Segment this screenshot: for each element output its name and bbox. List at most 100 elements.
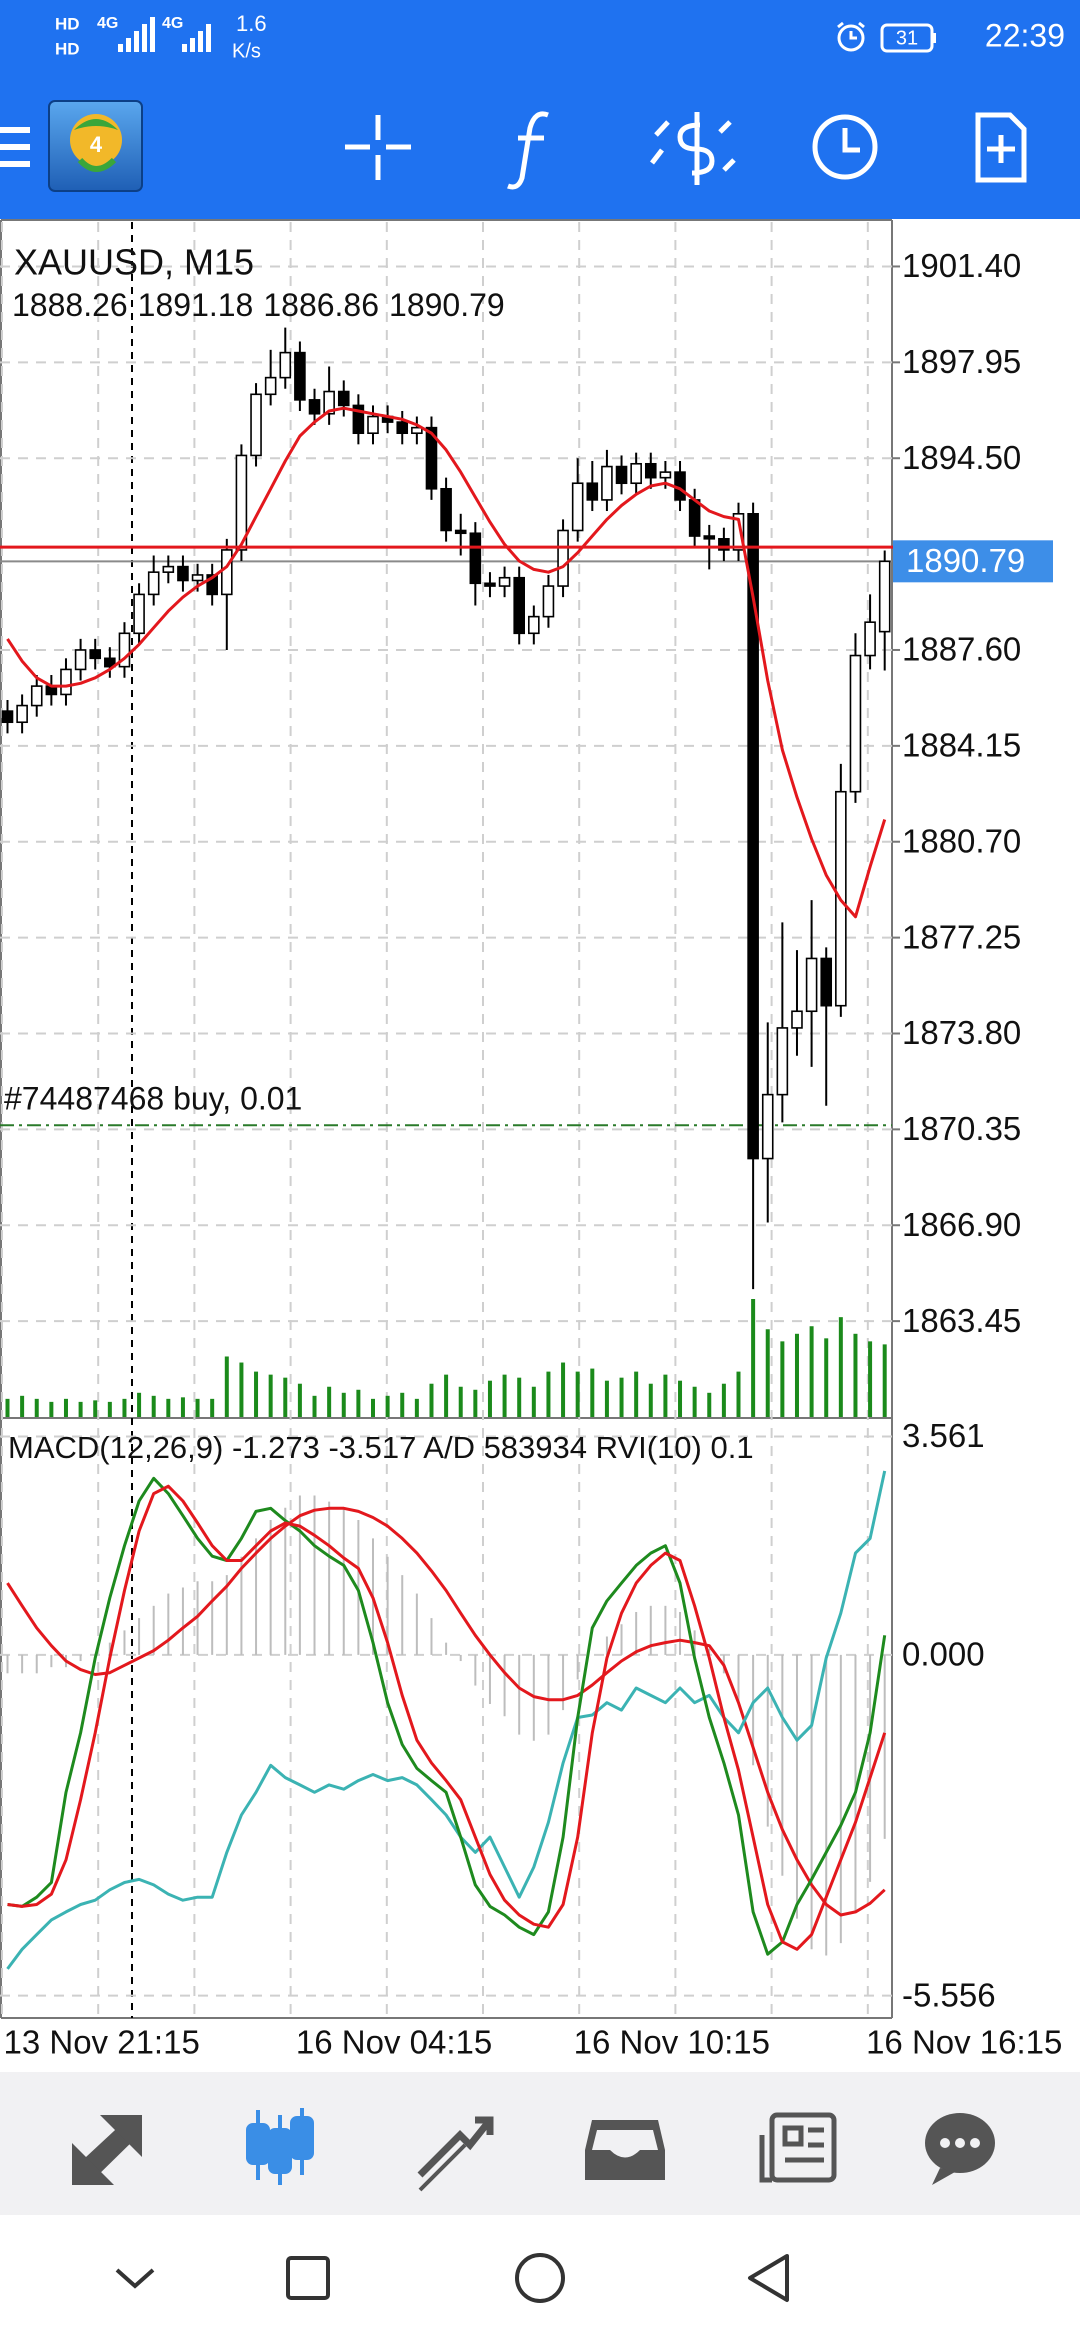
- chat-tab[interactable]: [925, 2113, 995, 2185]
- volume-bar: [283, 1377, 288, 1417]
- volume-bar: [868, 1341, 873, 1417]
- indicator-tick-label: 3.561: [902, 1417, 985, 1454]
- app-header: [0, 0, 1080, 219]
- y-tick-label: 1901.40: [902, 247, 1021, 284]
- volume-bar: [224, 1356, 229, 1417]
- history-tab[interactable]: [585, 2120, 665, 2180]
- candle-body: [571, 482, 584, 532]
- candle-body: [147, 571, 160, 596]
- candle-body: [601, 465, 613, 501]
- trade-tab[interactable]: [417, 2116, 494, 2192]
- volume-bar: [254, 1371, 259, 1417]
- volume-bar: [678, 1380, 683, 1417]
- volume-bar: [341, 1392, 346, 1417]
- hide-keyboard-button[interactable]: [115, 2268, 155, 2289]
- system-nav: [0, 2215, 1080, 2340]
- crosshair-button[interactable]: [345, 115, 411, 180]
- x-tick-label: 16 Nov 16:15: [866, 2024, 1062, 2061]
- menu-button[interactable]: [0, 127, 30, 167]
- alarm-icon: [837, 21, 865, 52]
- volume-bar: [707, 1392, 712, 1417]
- axes: 1901.40 1897.95 1894.50 1887.60 1884.15 1880.…: [0, 247, 1062, 2061]
- candle-body: [864, 621, 876, 657]
- indicator-line: [7, 1484, 887, 1951]
- candle-body: [177, 565, 189, 582]
- candle-body: [206, 574, 218, 596]
- volume-bar: [458, 1386, 463, 1417]
- candle-body: [747, 513, 759, 1160]
- objects-button[interactable]: [650, 112, 736, 185]
- volume-bar: [736, 1371, 741, 1417]
- candle-body: [498, 576, 511, 587]
- volume-bar: [721, 1383, 726, 1417]
- news-tab[interactable]: [759, 2112, 837, 2183]
- y-tick-label: 1897.95: [902, 343, 1021, 380]
- toolbar: 4: [0, 100, 1027, 192]
- candle-body: [454, 529, 467, 535]
- y-tick-label: 1884.15: [902, 727, 1021, 764]
- candle-body: [484, 582, 496, 587]
- candle-body: [425, 426, 438, 490]
- ohlc-readout: 1888.26 1891.18 1886.86 1890.79: [12, 287, 505, 323]
- indicator-line: [6, 1506, 886, 1917]
- volume-bar: [312, 1395, 317, 1417]
- candle-body: [791, 1010, 803, 1029]
- candle-body: [411, 426, 423, 435]
- indicator-title: MACD(12,26,9) -1.273 -3.517 A/D 583934 R…: [8, 1430, 754, 1465]
- volume-bar: [604, 1380, 609, 1417]
- new-order-button[interactable]: [975, 112, 1027, 183]
- account-logo[interactable]: 4: [48, 100, 143, 192]
- candle-body: [191, 574, 204, 582]
- chart-frame: [0, 219, 1080, 2072]
- chart-tab[interactable]: [246, 2108, 314, 2185]
- y-tick-label: 1873.80: [902, 1014, 1021, 1051]
- candle-body: [615, 465, 628, 485]
- volume-bar: [692, 1386, 697, 1417]
- hd-label: HD: [55, 14, 80, 33]
- candle-body: [367, 415, 379, 435]
- candle-body: [586, 482, 599, 501]
- hd-label: HD: [55, 39, 80, 58]
- volume-bar: [49, 1401, 54, 1417]
- candle-body: [104, 657, 116, 668]
- home-button[interactable]: [515, 2253, 565, 2303]
- recents-button[interactable]: [286, 2256, 330, 2300]
- signal-label: 4G: [97, 15, 118, 32]
- signal-bars: [182, 24, 211, 52]
- volume-bar: [546, 1371, 551, 1417]
- back-button[interactable]: [748, 2254, 789, 2302]
- candle-body: [264, 376, 277, 396]
- indicator-tick-label: 0.000: [902, 1636, 985, 1673]
- volume-bar: [444, 1374, 449, 1417]
- volume-bar: [78, 1401, 83, 1417]
- y-tick-label: 1866.90: [902, 1206, 1021, 1243]
- indicators-button[interactable]: [507, 111, 549, 190]
- volume-bar: [400, 1392, 405, 1417]
- volume-bar: [809, 1326, 814, 1417]
- ohlc-high: 1891.18: [138, 287, 254, 323]
- candle-body: [513, 576, 526, 635]
- volume-bar: [575, 1371, 580, 1417]
- chart-title: XAUUSD, M15: [14, 242, 254, 283]
- x-tick-label: 16 Nov 10:15: [574, 2024, 770, 2061]
- signal-label: 4G: [162, 15, 183, 32]
- candle-body: [630, 462, 642, 485]
- timeframe-button[interactable]: [812, 114, 878, 180]
- volume-bar: [166, 1398, 171, 1417]
- quotes-tab[interactable]: [72, 2115, 142, 2185]
- candle-body: [703, 535, 716, 540]
- x-tick-label: 16 Nov 04:15: [296, 2024, 492, 2061]
- candle-body: [659, 471, 672, 479]
- logo-badge: 4: [90, 132, 103, 157]
- volume-bar: [137, 1392, 142, 1417]
- y-tick-label: 1870.35: [902, 1110, 1021, 1147]
- candle-body: [440, 487, 452, 532]
- volume-bar: [20, 1395, 25, 1417]
- ohlc-low: 1886.86: [263, 287, 379, 323]
- volume-bar: [794, 1333, 799, 1417]
- volume-bar: [327, 1386, 332, 1417]
- volume-bar: [297, 1383, 302, 1417]
- volume-bar: [590, 1368, 595, 1417]
